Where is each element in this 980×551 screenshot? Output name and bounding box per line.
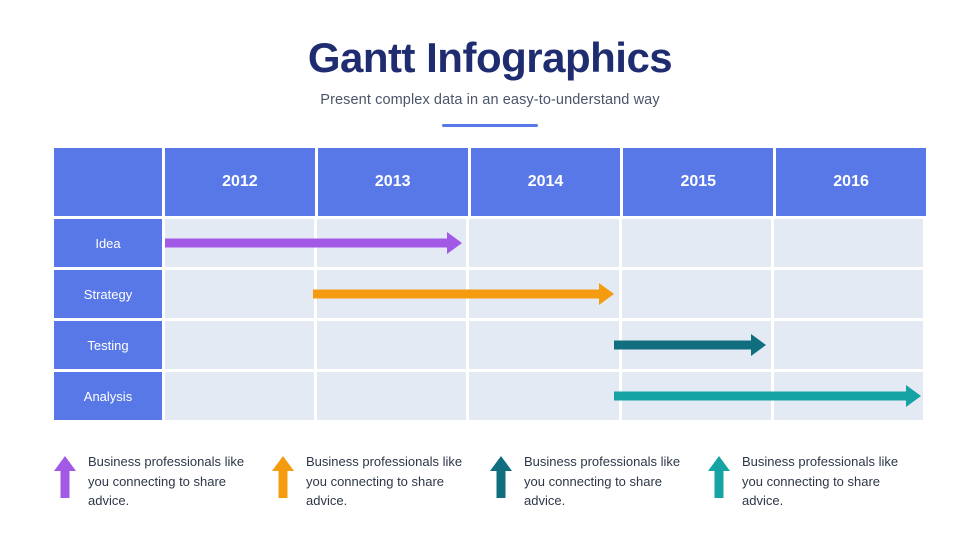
gantt-row-strategy: Strategy — [54, 270, 926, 318]
gantt-cell — [317, 372, 467, 420]
gantt-task-label-analysis: Analysis — [54, 372, 162, 420]
gantt-chart: 2012 2013 2014 2015 2016 Idea — [54, 148, 926, 420]
gantt-cell — [773, 270, 924, 318]
gantt-cell — [165, 372, 315, 420]
gantt-cell — [469, 372, 619, 420]
legend-item-analysis: Business professionals like you connecti… — [708, 452, 926, 511]
legend-item-strategy: Business professionals like you connecti… — [272, 452, 490, 511]
gantt-cell — [165, 321, 315, 369]
gantt-cell — [773, 372, 924, 420]
legend-note-text: Business professionals like you connecti… — [524, 454, 681, 508]
gantt-cell — [621, 321, 771, 369]
legend-note-text: Business professionals like you connecti… — [88, 454, 245, 508]
up-arrow-icon — [54, 456, 76, 498]
up-arrow-icon — [272, 456, 294, 498]
gantt-year-2015: 2015 — [623, 148, 774, 216]
gantt-cell — [317, 321, 467, 369]
gantt-row-idea: Idea — [54, 219, 926, 267]
gantt-track-analysis — [165, 372, 926, 420]
gantt-track-strategy — [165, 270, 926, 318]
legend-note-text: Business professionals like you connecti… — [742, 454, 899, 508]
legend-note-text: Business professionals like you connecti… — [306, 454, 463, 508]
legend-item-idea: Business professionals like you connecti… — [54, 452, 272, 511]
gantt-cell — [469, 321, 619, 369]
gantt-row-testing: Testing — [54, 321, 926, 369]
gantt-task-label-idea: Idea — [54, 219, 162, 267]
gantt-header-row: 2012 2013 2014 2015 2016 — [54, 148, 926, 216]
header: Gantt Infographics Present complex data … — [0, 0, 980, 128]
gantt-cell — [773, 219, 924, 267]
page-subtitle: Present complex data in an easy-to-under… — [320, 92, 660, 109]
gantt-track-testing — [165, 321, 926, 369]
gantt-cell — [469, 270, 619, 318]
gantt-year-2016: 2016 — [776, 148, 926, 216]
gantt-cell — [317, 270, 467, 318]
title-divider — [442, 124, 538, 128]
gantt-cell — [773, 321, 924, 369]
gantt-row-analysis: Analysis — [54, 372, 926, 420]
page-title: Gantt Infographics — [307, 34, 673, 81]
gantt-corner-cell — [54, 148, 162, 216]
gantt-cell — [165, 270, 315, 318]
gantt-task-label-testing: Testing — [54, 321, 162, 369]
gantt-track-idea — [165, 219, 926, 267]
up-arrow-icon — [490, 456, 512, 498]
gantt-cell — [621, 372, 771, 420]
gantt-year-2012: 2012 — [165, 148, 315, 216]
gantt-year-2014: 2014 — [470, 148, 621, 216]
legend-item-testing: Business professionals like you connecti… — [490, 452, 708, 511]
gantt-cell — [469, 219, 619, 267]
legend-notes: Business professionals like you connecti… — [54, 452, 926, 511]
gantt-cell — [165, 219, 315, 267]
gantt-cell — [621, 219, 771, 267]
gantt-year-2013: 2013 — [317, 148, 468, 216]
up-arrow-icon — [708, 456, 730, 498]
gantt-cell — [317, 219, 467, 267]
gantt-cell — [621, 270, 771, 318]
gantt-task-label-strategy: Strategy — [54, 270, 162, 318]
